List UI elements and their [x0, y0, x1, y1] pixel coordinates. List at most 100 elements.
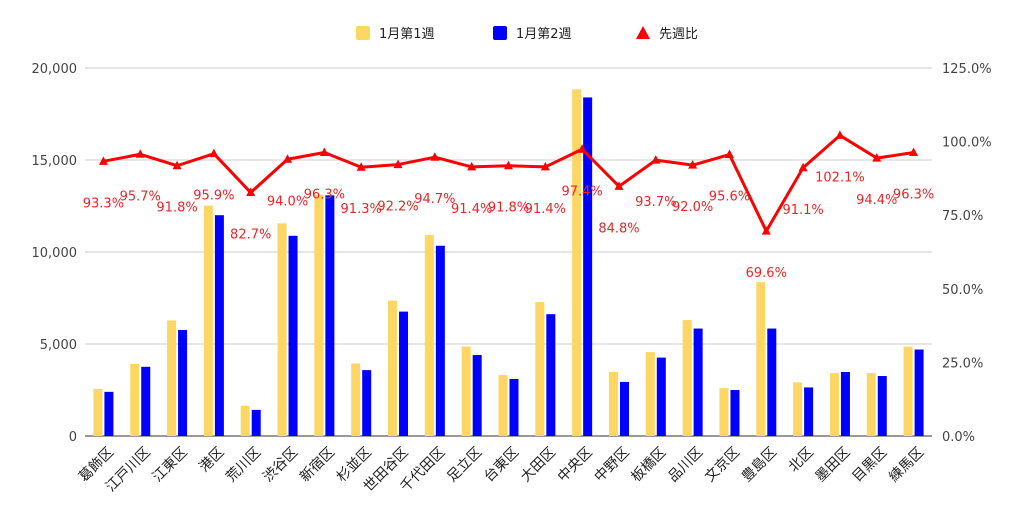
left-tick-label: 0 [69, 430, 77, 445]
ratio-line [98, 130, 919, 235]
bar-week2 [214, 215, 224, 436]
x-tick-label: 中央区 [555, 444, 596, 485]
ratio-data-label: 92.2% [377, 200, 418, 215]
ratio-point [540, 161, 550, 171]
ratio-data-label: 94.4% [856, 193, 897, 208]
bar-week1 [167, 320, 177, 436]
bar-week2 [914, 349, 924, 436]
bar-week1 [572, 89, 582, 437]
x-tick-label: 品川区 [665, 444, 706, 485]
ratio-data-label: 92.0% [672, 200, 713, 215]
bar-week2 [435, 245, 445, 436]
right-tick-label: 0.0% [942, 430, 975, 445]
ratio-point [246, 187, 256, 197]
x-tick-label: 渋谷区 [260, 444, 301, 485]
gridlines [85, 67, 932, 437]
ratio-data-label: 91.3% [341, 202, 382, 217]
x-tick-label: 練馬区 [886, 444, 927, 485]
ratio-data-label: 95.7% [120, 189, 161, 204]
ratio-data-label: 82.7% [230, 228, 271, 243]
bar-week1 [866, 373, 876, 436]
ratio-data-label: 96.3% [304, 187, 345, 202]
right-tick-label: 50.0% [942, 283, 983, 298]
x-tick-label: 板橋区 [628, 444, 669, 485]
legend: 1月第1週 1月第2週 先週比 [356, 26, 698, 42]
bar-week1 [719, 388, 729, 436]
bar-week2 [178, 330, 188, 436]
x-tick-label: 足立区 [444, 444, 485, 485]
x-tick-label: 大田区 [518, 444, 559, 485]
legend-swatch [493, 26, 507, 40]
ratio-point [798, 162, 808, 172]
x-tick-label: 文京区 [702, 444, 743, 485]
x-tick-label: 港区 [196, 444, 227, 475]
bar-week1 [277, 223, 287, 436]
ratio-data-label: 84.8% [598, 221, 639, 236]
bar-week1 [682, 320, 692, 436]
bar-week2 [656, 357, 666, 436]
ratio-point [319, 147, 329, 156]
bar-week1 [756, 282, 766, 436]
left-tick-label: 5,000 [40, 338, 77, 353]
bar-week2 [804, 387, 814, 436]
ratio-point [909, 147, 919, 156]
bar-week2 [767, 328, 777, 436]
legend-label: 1月第2週 [516, 27, 572, 42]
x-tick-label: 台東区 [481, 444, 522, 485]
bar-week1 [424, 235, 434, 436]
bar-week1 [645, 352, 655, 436]
bar-week1 [93, 388, 103, 436]
ratio-point [135, 149, 145, 158]
bar-week1 [829, 373, 839, 436]
bar-week1 [351, 363, 361, 436]
bar-week2 [141, 366, 151, 436]
right-tick-label: 75.0% [942, 209, 983, 224]
ratio-data-label: 94.7% [414, 192, 455, 207]
legend-label: 先週比 [659, 27, 698, 42]
ratio-data-label: 91.8% [156, 201, 197, 216]
ratio-point [356, 162, 366, 171]
ratio-data-label: 91.1% [782, 203, 823, 218]
bar-week2 [472, 355, 482, 436]
x-tick-label: 豊島区 [739, 444, 780, 485]
bar-week1 [498, 374, 508, 436]
bar-week1 [903, 346, 913, 436]
legend-swatch [636, 26, 650, 39]
left-tick-label: 10,000 [32, 246, 78, 261]
ratio-data-label: 102.1% [815, 170, 865, 185]
bar-week2 [362, 370, 372, 436]
bar-week1 [240, 405, 250, 436]
ratio-point [651, 155, 661, 164]
x-tick-label: 江東区 [150, 444, 191, 485]
ratio-data-label: 94.0% [267, 194, 308, 209]
bar-week1 [203, 205, 213, 436]
bar-week1 [535, 302, 545, 436]
x-tick-label: 墨田区 [813, 444, 854, 485]
bar-week1 [388, 300, 398, 436]
ratio-point [467, 161, 477, 171]
bar-week1 [461, 346, 471, 436]
ratio-point [835, 130, 845, 139]
ratio-point [761, 226, 771, 235]
ratio-point [98, 156, 108, 165]
ratio-point [724, 149, 734, 159]
bar-week2 [730, 390, 740, 436]
ratio-data-label: 93.3% [83, 196, 124, 211]
bar-week2 [693, 328, 703, 436]
right-tick-label: 125.0% [942, 62, 992, 77]
bar-week2 [619, 381, 629, 436]
bar-week1 [130, 363, 140, 436]
ratio-data-label: 91.4% [451, 202, 492, 217]
ratio-point [393, 159, 403, 169]
left-tick-label: 20,000 [32, 62, 78, 77]
ratio-data-label: 91.8% [488, 201, 529, 216]
ratio-data-label: 95.9% [193, 189, 234, 204]
bar-week2 [877, 376, 887, 436]
right-tick-label: 25.0% [942, 356, 983, 371]
bars [93, 89, 924, 437]
bar-week2 [546, 314, 556, 436]
bar-week1 [793, 382, 803, 436]
